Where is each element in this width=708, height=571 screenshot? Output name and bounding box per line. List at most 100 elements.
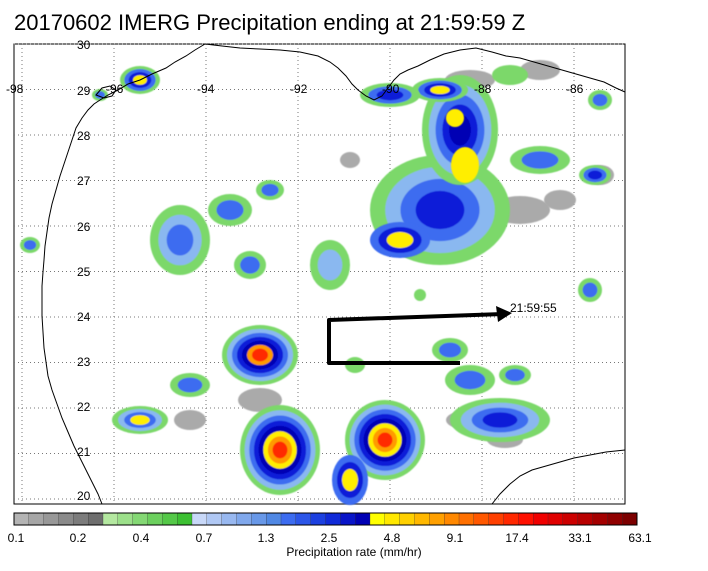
colorbar-swatch xyxy=(622,512,638,526)
colorbar-tick-label: 63.1 xyxy=(628,531,652,545)
colorbar-tick-label: 9.1 xyxy=(446,531,464,545)
lat-label: 28 xyxy=(77,129,91,143)
colorbar-swatch xyxy=(295,512,312,526)
colorbar-swatch xyxy=(266,512,282,526)
colorbar-swatch xyxy=(206,512,223,526)
rain-band xyxy=(454,370,486,390)
colorbar-swatch xyxy=(147,512,163,526)
rain-cell xyxy=(112,406,168,434)
colorbar-swatch xyxy=(73,512,89,526)
longitude-labels: -98 -96 -94 -92 -90 -88 -86 xyxy=(6,82,584,96)
rain-band xyxy=(252,348,268,362)
rain-band xyxy=(505,368,525,382)
rain-cell xyxy=(588,90,612,110)
rain-band xyxy=(340,152,360,168)
rain-band xyxy=(272,441,288,459)
rain-cell xyxy=(432,338,468,362)
satellite-track xyxy=(327,312,504,365)
rain-cell xyxy=(579,165,611,185)
rain-band xyxy=(23,240,37,250)
lat-label: 27 xyxy=(77,174,91,188)
colorbar-swatch xyxy=(488,512,504,526)
colorbar-swatch xyxy=(607,512,623,526)
colorbar-swatch xyxy=(458,512,475,526)
precipitation-cells xyxy=(20,60,614,505)
rain-cell xyxy=(170,373,210,397)
colorbar-swatch xyxy=(473,512,490,526)
rain-cell xyxy=(412,78,468,102)
rain-cell xyxy=(20,237,40,253)
rain-cell xyxy=(310,240,350,290)
rain-band xyxy=(587,170,603,180)
rain-band xyxy=(386,232,414,248)
coastline xyxy=(41,43,206,505)
colorbar-swatch xyxy=(518,512,534,526)
rain-band xyxy=(130,415,150,425)
colorbar-swatch xyxy=(191,512,208,526)
rain-cell xyxy=(445,365,495,395)
colorbar-swatch xyxy=(177,512,193,526)
rain-band xyxy=(492,65,528,85)
rain-cell xyxy=(234,251,266,279)
colorbar-swatch xyxy=(132,512,148,526)
rain-cell xyxy=(520,60,560,80)
rain-cell xyxy=(150,205,210,275)
lat-label: 23 xyxy=(77,355,91,369)
rain-band xyxy=(261,183,279,197)
rain-band xyxy=(166,224,194,256)
lon-label: -90 xyxy=(382,82,400,96)
colorbar-swatch xyxy=(162,512,178,526)
rain-cell xyxy=(450,398,550,442)
rain-band xyxy=(520,60,560,80)
rain-cell xyxy=(422,75,498,185)
colorbar-swatch xyxy=(399,512,415,526)
colorbar-swatch xyxy=(102,512,119,526)
rain-cell xyxy=(256,180,284,200)
lat-label: 22 xyxy=(77,400,91,414)
colorbar-swatch xyxy=(384,512,401,526)
colorbar-tick-label: 1.3 xyxy=(257,531,275,545)
rain-band xyxy=(446,109,464,127)
rain-cell xyxy=(544,190,576,210)
rain-cell xyxy=(370,222,430,258)
bay-outline xyxy=(95,85,117,99)
rain-band xyxy=(342,468,358,492)
rain-cell xyxy=(174,410,206,430)
rain-band xyxy=(216,200,244,220)
colorbar-swatch xyxy=(310,512,326,526)
rain-band xyxy=(238,388,282,412)
rain-band xyxy=(415,190,465,230)
colorbar-swatch xyxy=(369,512,386,526)
rain-cell xyxy=(360,83,420,107)
louisiana-coast xyxy=(204,43,626,101)
colorbar-swatch xyxy=(280,512,297,526)
rain-band xyxy=(438,342,462,358)
rain-band xyxy=(376,89,404,101)
rain-cell xyxy=(240,405,320,495)
rain-cell xyxy=(446,109,464,127)
colorbar-swatch xyxy=(429,512,445,526)
lon-label: -86 xyxy=(566,82,584,96)
colorbar-swatch xyxy=(43,512,59,526)
rain-cell xyxy=(578,278,602,302)
rain-band xyxy=(544,190,576,210)
colorbar-swatch xyxy=(355,512,371,526)
lon-label: -92 xyxy=(290,82,308,96)
colorbar-swatch xyxy=(236,512,252,526)
rain-band xyxy=(430,85,450,95)
latitude-labels: 30 29 28 27 26 25 24 23 22 21 20 xyxy=(77,38,91,503)
colorbar-tick-label: 0.2 xyxy=(69,531,87,545)
colorbar-tick-label: 17.4 xyxy=(505,531,529,545)
rain-cell xyxy=(451,147,479,183)
rain-cell xyxy=(499,365,531,385)
lon-label: -88 xyxy=(474,82,492,96)
colorbar-swatch xyxy=(444,512,460,526)
colorbar-swatch xyxy=(577,512,593,526)
colorbar-tick-label: 0.4 xyxy=(132,531,150,545)
track-time-label: 21:59:55 xyxy=(510,301,557,315)
rain-band xyxy=(592,93,608,107)
rain-cell xyxy=(340,152,360,168)
lat-label: 29 xyxy=(77,84,91,98)
rain-band xyxy=(177,377,203,393)
lat-label: 30 xyxy=(77,38,91,52)
